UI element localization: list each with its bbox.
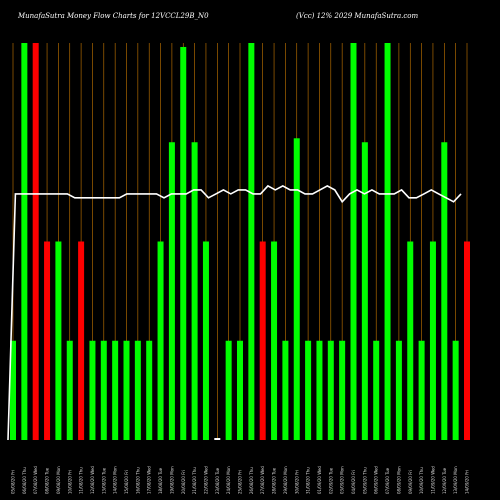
chart-title: MunafaSutra Money Flow Charts for 12VCCL…: [18, 12, 209, 20]
bar: [407, 241, 414, 440]
x-tick-label: 25/08/20 Fri: [238, 470, 243, 494]
x-tick-label: 22/08/20 Wed: [203, 466, 208, 494]
x-tick-label: 09/08/20 Mon: [56, 466, 61, 494]
bar: [350, 43, 357, 440]
x-tick-label: 05/09/20 Thu: [362, 467, 367, 494]
bars: [10, 43, 470, 440]
x-tick-label: 18/08/20 Tue: [158, 467, 163, 494]
bar: [237, 340, 243, 440]
bar: [418, 340, 425, 440]
bar: [157, 241, 164, 440]
x-tick-label: 26/08/20 Thu: [249, 467, 254, 494]
bar: [146, 340, 153, 440]
x-tick-label: 31/08/20 Thu: [306, 467, 311, 494]
bar: [78, 241, 85, 440]
bar: [10, 340, 16, 440]
x-tick-label: 24/08/20 Mon: [226, 466, 231, 494]
x-tick-label: 15/08/20 Fri: [124, 470, 129, 494]
x-tick-label: 30/08/20 Fri: [294, 470, 299, 494]
bar: [66, 340, 73, 440]
x-tick-labels: 05/08/20 Fri 06/08/20 Thu 07/08/20 Wed 08/0…: [11, 466, 470, 494]
x-tick-label: 12/08/20 Wed: [90, 466, 95, 494]
bar: [441, 142, 448, 440]
chart-subtitle: (Vcc) 12% 2029 MunafaSutra.com: [296, 12, 419, 20]
bar: [55, 241, 62, 440]
bar: [32, 43, 39, 440]
money-flow-line-path: [7, 184, 462, 441]
x-tick-label: 02/09/20 Tue: [328, 467, 333, 494]
x-tick-label: 29/08/20 Mon: [283, 466, 288, 494]
x-tick-label: 19/08/20 Mon: [169, 466, 174, 494]
bar: [293, 138, 300, 440]
bar: [452, 340, 459, 440]
x-tick-label: 14/09/20 Fri: [465, 470, 470, 494]
x-tick-label: 08/08/20 Tue: [45, 467, 50, 494]
bar: [316, 340, 323, 440]
bar: [373, 340, 380, 440]
bar: [259, 241, 266, 440]
bar: [464, 241, 470, 440]
bar: [327, 340, 334, 440]
bar: [305, 340, 312, 440]
bar: [384, 43, 391, 440]
x-tick-label: 06/08/20 Thu: [22, 467, 27, 494]
x-tick-label: 07/09/20 Tue: [385, 467, 390, 494]
x-tick-label: 05/08/20 Fri: [11, 470, 16, 494]
bar: [271, 241, 278, 440]
x-tick-label: 11/09/20 Wed: [430, 466, 435, 494]
bar: [89, 340, 96, 440]
x-tick-label: 10/09/20 Thu: [419, 467, 424, 494]
bar: [100, 340, 107, 440]
bar: [429, 241, 436, 440]
x-tick-label: 04/09/20 Fri: [351, 470, 356, 494]
money-flow-line: [7, 184, 462, 441]
x-tick-label: 08/09/20 Mon: [396, 466, 401, 494]
x-tick-label: 27/08/20 Wed: [260, 466, 265, 494]
x-tick-label: 16/08/20 Thu: [135, 467, 140, 494]
bar: [134, 340, 141, 440]
bar: [248, 43, 255, 440]
bar: [395, 340, 402, 440]
x-tick-label: 17/08/20 Wed: [147, 466, 152, 494]
x-tick-label: 11/08/20 Thu: [79, 467, 84, 494]
x-tick-label: 07/08/20 Wed: [33, 466, 38, 494]
x-tick-label: 14/08/20 Mon: [113, 466, 118, 494]
x-tick-label: 28/08/20 Tue: [272, 467, 277, 494]
x-tick-label: 03/09/20 Mon: [340, 466, 345, 494]
bar: [21, 43, 28, 440]
x-tick-label: 09/09/20 Fri: [408, 470, 413, 494]
x-tick-label: 20/08/20 Fri: [181, 470, 186, 494]
bar: [44, 241, 51, 440]
x-tick-label: 10/08/20 Fri: [67, 470, 72, 494]
x-tick-label: 21/08/20 Thu: [192, 467, 197, 494]
x-tick-label: 12/09/20 Tue: [442, 467, 447, 494]
bar: [112, 340, 119, 440]
x-tick-label: 23/08/20 Tue: [215, 467, 220, 494]
bar: [123, 340, 130, 440]
bar: [361, 142, 368, 440]
bar: [180, 46, 187, 440]
bar: [191, 142, 198, 440]
bar: [339, 340, 346, 440]
x-tick-label: 13/09/20 Mon: [453, 466, 458, 494]
bar: [202, 241, 209, 440]
bar: [225, 340, 232, 440]
bar: [282, 340, 289, 440]
x-tick-label: 01/09/20 Wed: [317, 466, 322, 494]
x-tick-label: 13/08/20 Tue: [101, 467, 106, 494]
x-tick-label: 06/09/20 Wed: [374, 466, 379, 494]
bar: [214, 438, 221, 440]
bar: [168, 142, 175, 440]
